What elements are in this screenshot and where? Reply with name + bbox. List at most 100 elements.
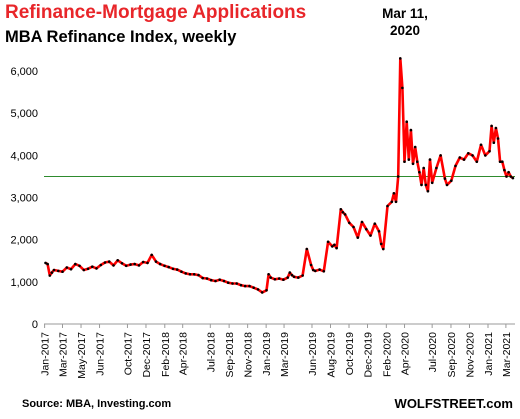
data-point [248, 284, 251, 288]
data-point [365, 227, 368, 231]
data-point [454, 164, 457, 168]
x-tick-label: Mar-2021 [501, 332, 513, 377]
data-point [301, 274, 304, 277]
data-point [214, 279, 217, 283]
data-point [399, 57, 402, 60]
data-point [411, 162, 415, 166]
x-tick-label: Sep-2020 [446, 332, 458, 378]
data-point [443, 177, 447, 180]
data-point [180, 270, 183, 274]
data-point [282, 278, 285, 282]
data-point [422, 166, 426, 170]
data-point [158, 262, 162, 266]
data-point [252, 286, 255, 290]
data-point [86, 267, 90, 271]
y-tick-label: 4,000 [10, 150, 38, 162]
peak-annotation-date: Mar 11, [382, 6, 428, 21]
data-point [133, 262, 136, 266]
data-point [426, 189, 430, 193]
data-point [505, 175, 508, 178]
x-tick-label: Feb-2020 [381, 332, 393, 377]
data-point [377, 230, 381, 233]
data-point [322, 270, 326, 273]
data-point [409, 128, 413, 132]
data-point [239, 283, 243, 287]
data-point [484, 154, 487, 157]
data-point [420, 183, 423, 187]
data-point [418, 170, 421, 174]
data-point [373, 222, 377, 225]
y-axis: 0 1,000 2,000 3,000 4,000 5,000 6,000 [10, 66, 38, 331]
data-point [222, 279, 226, 283]
source-note: Source: MBA, Investing.com [22, 398, 172, 410]
data-point [507, 170, 510, 174]
data-point [69, 267, 73, 271]
data-point [163, 264, 166, 268]
data-point [288, 271, 292, 274]
data-point [112, 264, 115, 267]
data-point [401, 86, 404, 90]
data-point [335, 246, 338, 250]
x-tick-label: Jan-2017 [40, 332, 52, 376]
data-point [333, 243, 336, 247]
data-point [61, 270, 64, 274]
data-point [277, 277, 281, 280]
x-tick-label: Jul-2020 [427, 332, 439, 372]
data-point [209, 278, 213, 282]
data-point [390, 200, 394, 204]
data-point [256, 288, 260, 291]
series-line-refinance-index [44, 57, 514, 294]
data-point [394, 200, 398, 204]
data-point [511, 176, 515, 180]
data-point [458, 156, 462, 159]
data-point [424, 183, 428, 187]
data-point [509, 175, 513, 178]
y-tick-label: 3,000 [10, 193, 38, 205]
data-point [48, 274, 52, 277]
data-point [141, 260, 145, 264]
x-tick-label: Sep-2018 [224, 332, 236, 378]
data-point [471, 154, 474, 157]
x-tick-label: Aug-2019 [325, 332, 337, 378]
data-point [403, 160, 406, 163]
data-point [407, 158, 411, 161]
data-point [379, 242, 383, 246]
data-point [462, 158, 466, 161]
data-point [492, 141, 496, 144]
peak-annotation-year: 2020 [389, 23, 421, 38]
data-point [413, 145, 417, 149]
data-point [116, 259, 119, 262]
data-point [297, 276, 300, 279]
data-point [494, 126, 498, 130]
data-point [171, 267, 175, 271]
data-point [52, 268, 56, 272]
data-point [360, 220, 364, 224]
data-point [501, 160, 504, 163]
y-tick-label: 1,000 [10, 277, 38, 289]
chart-title: Refinance-Mortgage Applications [5, 2, 307, 23]
x-tick-label: Mar-2017 [58, 332, 70, 377]
data-point [78, 264, 81, 268]
data-point [184, 272, 187, 275]
data-point [218, 278, 221, 282]
data-point [267, 273, 270, 276]
data-point [439, 154, 442, 157]
data-point [331, 245, 334, 248]
x-tick-label: Oct-2019 [344, 332, 356, 375]
data-point [201, 276, 204, 280]
data-point [99, 263, 103, 267]
data-point [91, 265, 94, 269]
data-point [146, 261, 149, 265]
x-tick-label: Apr-2018 [178, 332, 190, 375]
data-point [490, 124, 493, 128]
data-point [103, 261, 107, 264]
data-point [82, 268, 86, 272]
data-point [57, 269, 60, 273]
data-point [292, 275, 296, 279]
data-point [260, 291, 264, 294]
data-point [498, 160, 502, 163]
data-point [445, 183, 449, 187]
data-point [231, 282, 234, 285]
x-tick-label: Dec-2017 [141, 332, 153, 378]
